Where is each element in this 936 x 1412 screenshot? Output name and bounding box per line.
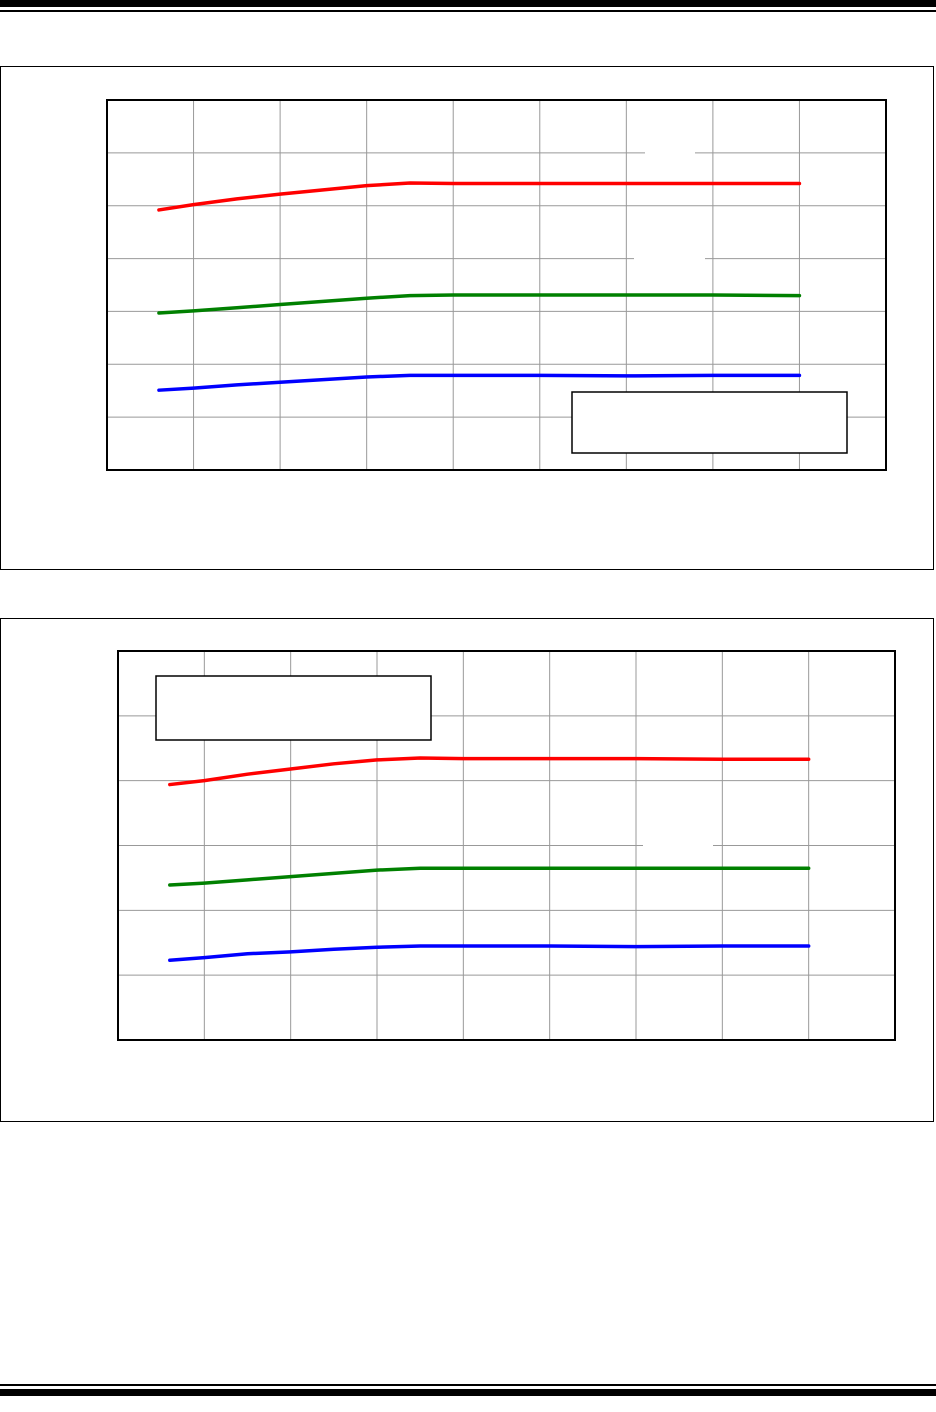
bottom-rule: [0, 1389, 936, 1396]
note-box: [571, 391, 848, 454]
label-gap: [634, 256, 705, 262]
data-line: [157, 373, 802, 392]
note-box: [155, 675, 432, 741]
label-gap: [645, 150, 695, 156]
figure-frame: [0, 618, 934, 1122]
data-line: [157, 293, 802, 315]
plot-frame: [106, 99, 887, 471]
bottom-rule-thin: [0, 1384, 936, 1386]
figure-frame: [0, 66, 934, 570]
data-line: [168, 866, 811, 887]
label-gap: [643, 843, 713, 849]
chart: [117, 650, 896, 1041]
data-line: [168, 756, 811, 787]
plot-frame: [117, 650, 896, 1041]
top-rule-thin: [0, 10, 936, 12]
top-rule: [0, 0, 936, 7]
data-line: [157, 181, 802, 212]
chart: [106, 99, 887, 471]
data-line: [168, 944, 811, 963]
